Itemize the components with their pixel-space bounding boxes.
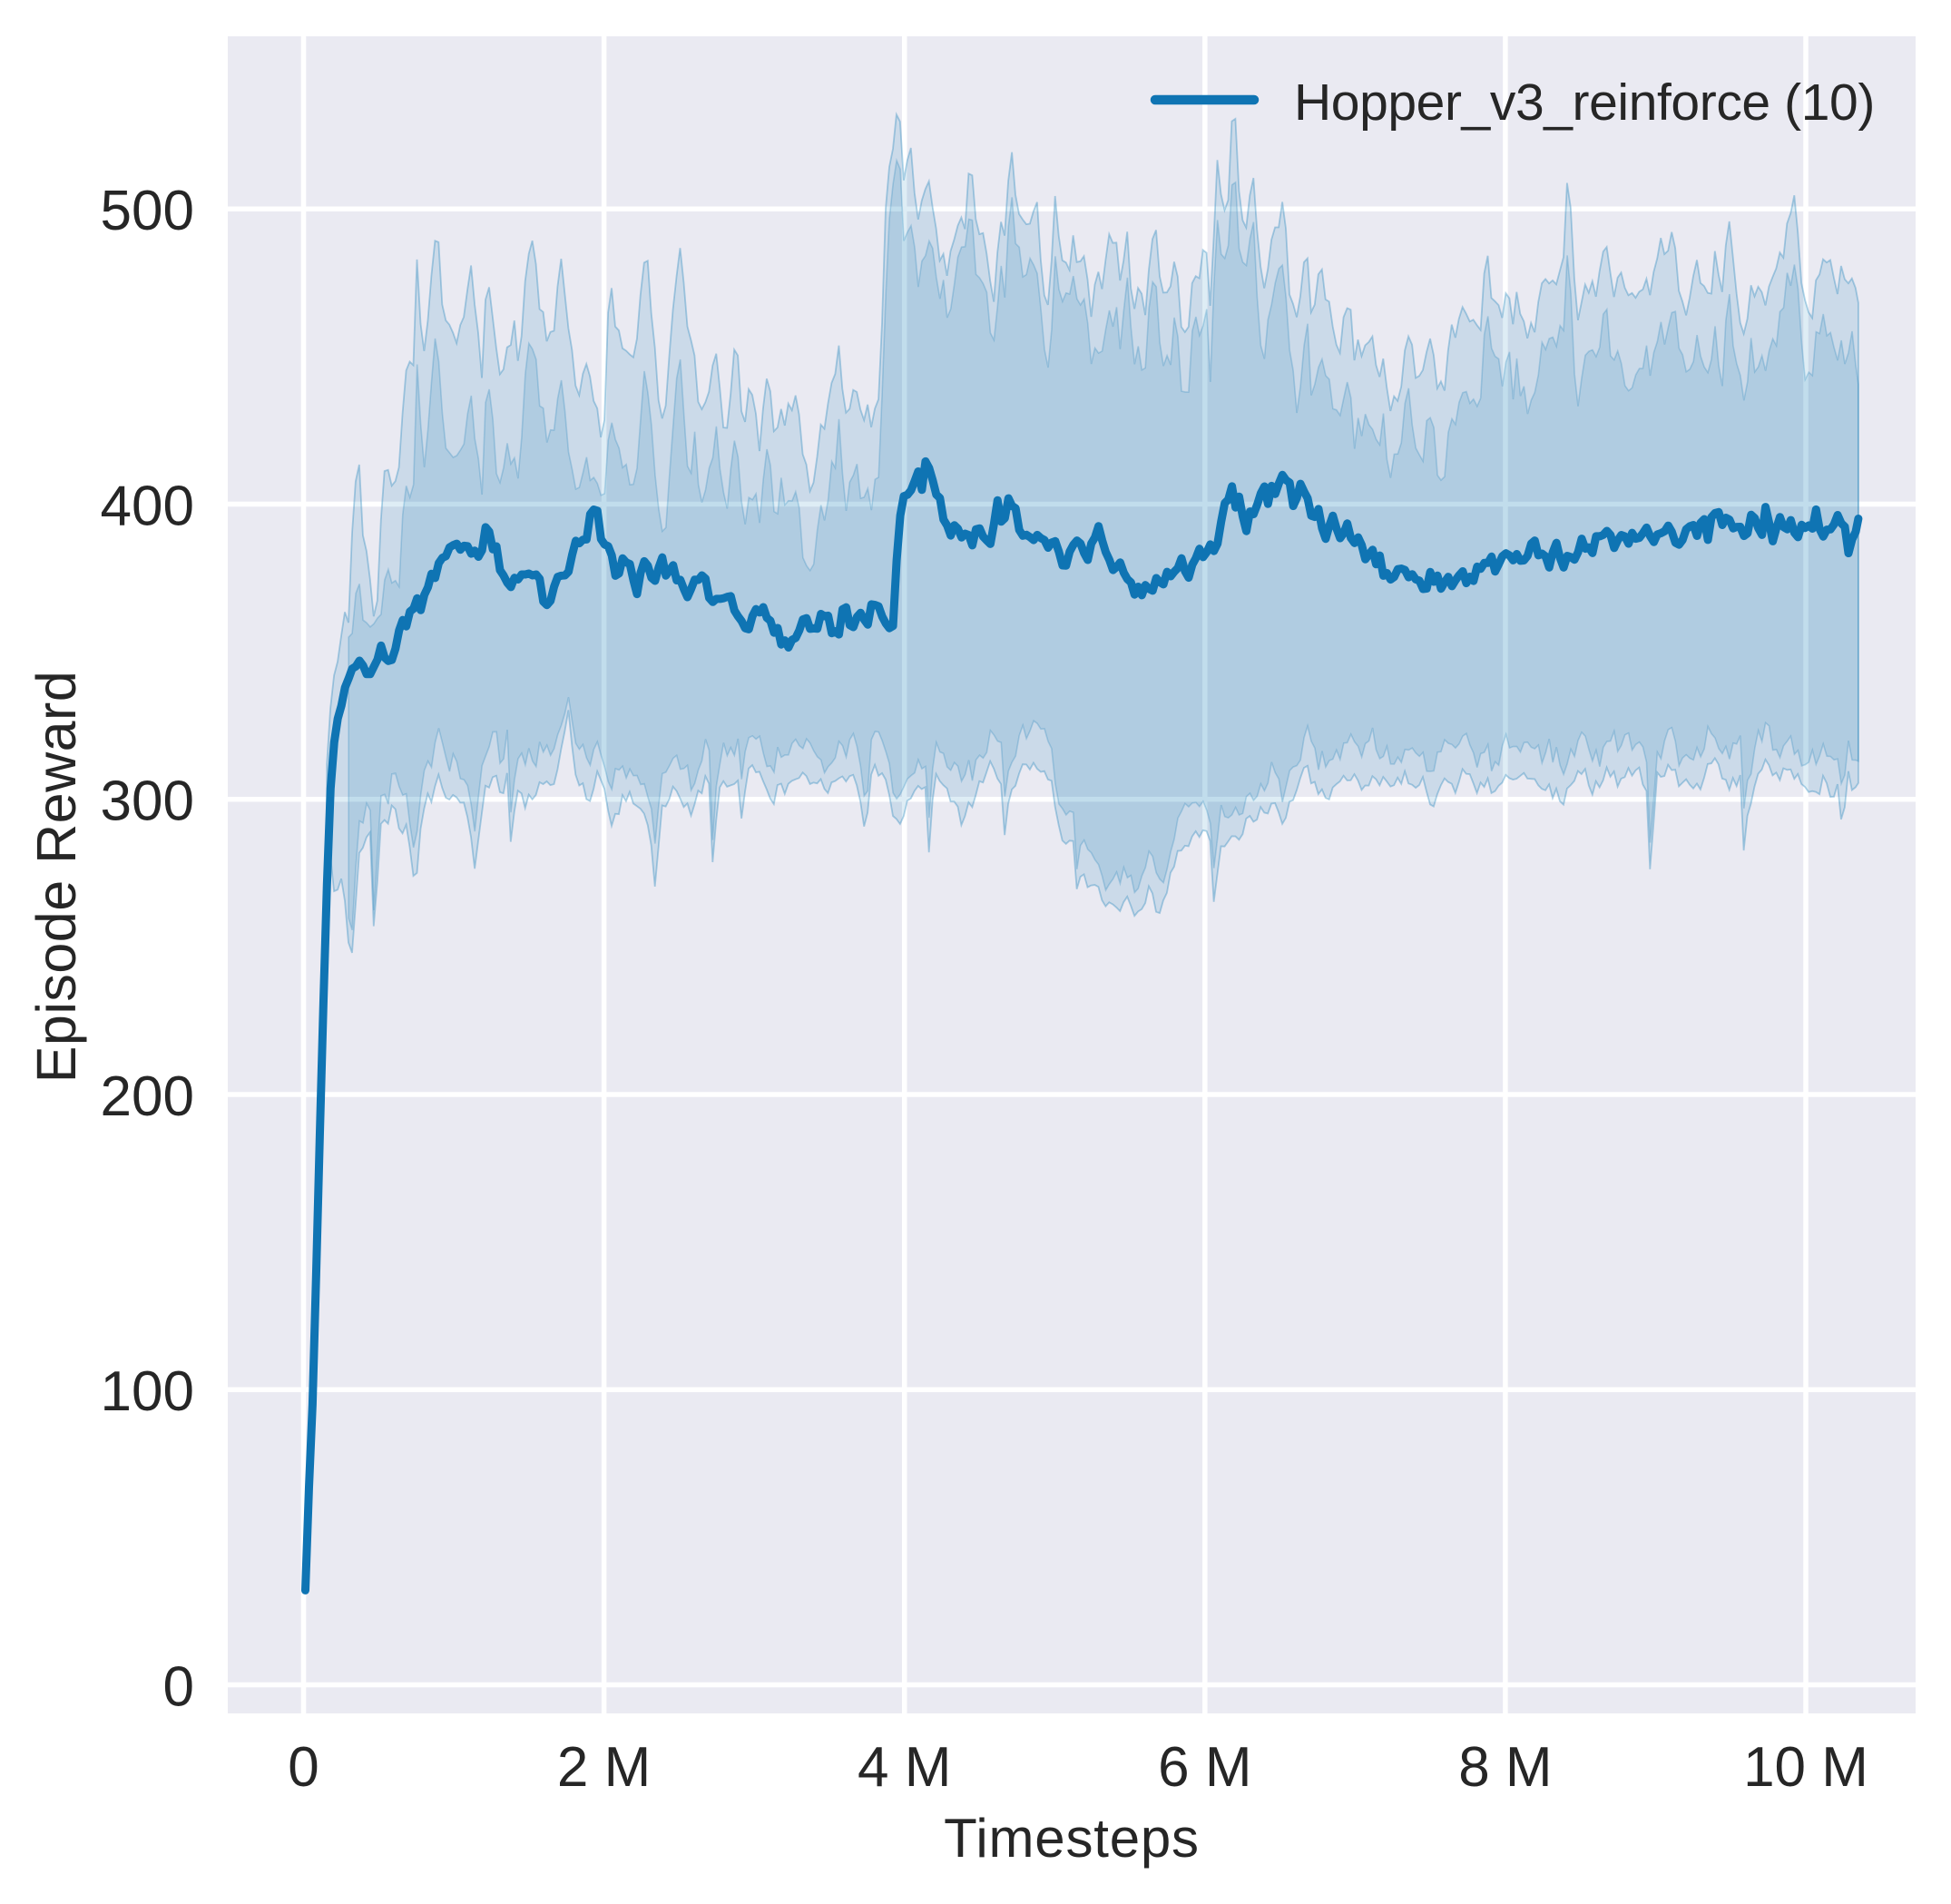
svg-text:10 M: 10 M [1743,1736,1868,1799]
svg-text:200: 200 [101,1065,194,1128]
svg-text:8 M: 8 M [1458,1736,1552,1799]
svg-text:500: 500 [101,180,194,242]
svg-text:2 M: 2 M [557,1736,651,1799]
svg-text:Episode Reward: Episode Reward [25,671,87,1084]
svg-text:6 M: 6 M [1158,1736,1251,1799]
svg-text:0: 0 [163,1656,194,1719]
svg-text:300: 300 [101,770,194,833]
svg-text:Hopper_v3_reinforce (10): Hopper_v3_reinforce (10) [1294,74,1875,132]
svg-text:Timesteps: Timesteps [944,1808,1200,1869]
svg-text:4 M: 4 M [858,1736,951,1799]
svg-text:100: 100 [101,1360,194,1423]
svg-text:400: 400 [101,476,194,538]
svg-text:0: 0 [288,1736,319,1799]
